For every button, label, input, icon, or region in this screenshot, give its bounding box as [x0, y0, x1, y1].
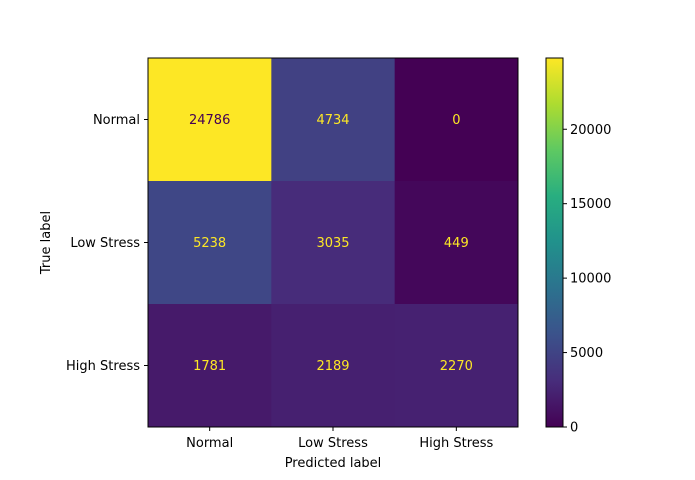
x-axis-label: Predicted label	[285, 456, 382, 471]
colorbar-ticks: 0 5000 10000 15000 20000	[563, 123, 611, 436]
colorbar-tick-label: 15000	[570, 197, 611, 212]
heatmap-cell	[394, 304, 519, 428]
cell-value-label: 2270	[440, 359, 473, 374]
x-tick-label: Normal	[186, 436, 233, 451]
cell-value-label: 449	[444, 236, 469, 251]
colorbar-tick-label: 10000	[570, 272, 611, 287]
cell-value-label: 1781	[193, 359, 226, 374]
colorbar-tick-label: 5000	[570, 346, 603, 361]
heatmap-cell	[148, 304, 272, 428]
heatmap-cell	[271, 181, 396, 305]
y-tick-label: High Stress	[66, 359, 140, 374]
cell-value-label: 24786	[189, 113, 230, 128]
y-axis-label: True label	[39, 211, 54, 275]
x-tick-label: Low Stress	[298, 436, 368, 451]
heatmap-cell	[394, 181, 519, 305]
heatmap-cell	[271, 304, 396, 428]
cell-value-labels: 24786 4734 0 5238 3035 449 1781 2189 2270	[189, 113, 473, 374]
heatmap-cell	[394, 58, 519, 182]
cell-value-label: 5238	[193, 236, 226, 251]
heatmap-cells	[148, 58, 519, 428]
colorbar-tick-label: 20000	[570, 123, 611, 138]
cell-value-label: 3035	[316, 236, 349, 251]
colorbar	[545, 57, 564, 428]
cell-value-label: 0	[452, 113, 460, 128]
cell-value-label: 4734	[316, 113, 349, 128]
x-axis-ticks: Normal Low Stress High Stress	[186, 427, 494, 451]
colorbar-tick-label: 0	[570, 421, 578, 436]
y-tick-label: Normal	[93, 113, 140, 128]
cell-value-label: 2189	[316, 359, 349, 374]
x-tick-label: High Stress	[419, 436, 493, 451]
heatmap-cell	[148, 181, 272, 305]
y-axis-ticks: Normal Low Stress High Stress	[66, 113, 148, 374]
y-tick-label: Low Stress	[70, 236, 140, 251]
heatmap-cell	[271, 58, 396, 182]
heatmap-cell	[148, 58, 272, 182]
